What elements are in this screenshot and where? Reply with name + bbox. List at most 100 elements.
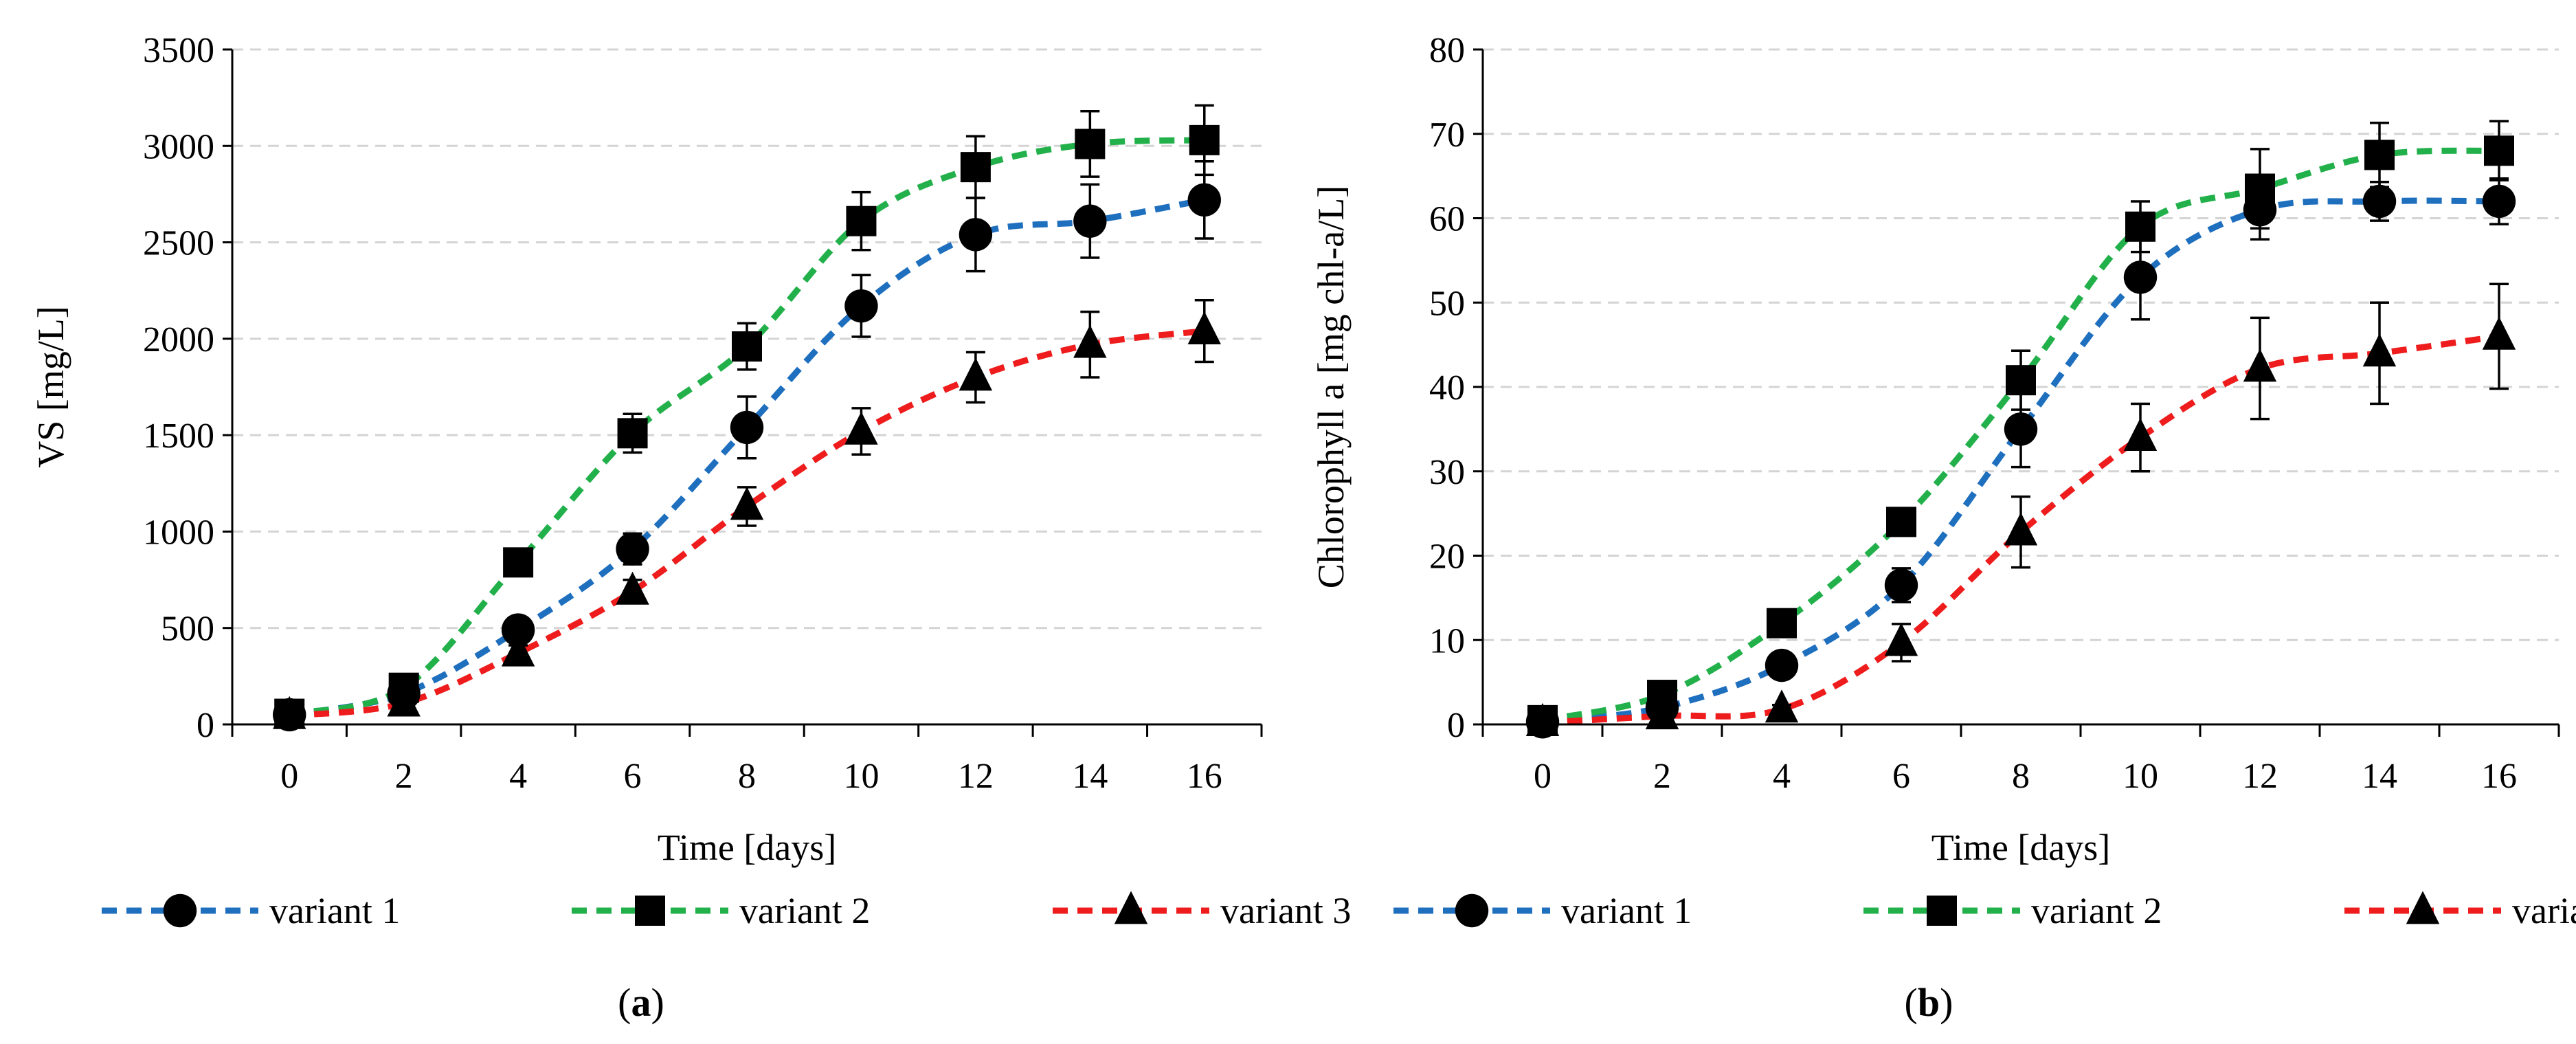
panel-b-legend-marker — [1455, 893, 1489, 928]
panel-b-legend-symbol-variant-3 — [2344, 891, 2501, 924]
panel-b-y-tick-label: 40 — [1429, 368, 1465, 408]
panel-a-legend-marker — [635, 896, 665, 926]
panel-b-point-variant-3: variant 3: 10, 34 — [2123, 418, 2158, 452]
panel-a-point-variant-2: variant 2: 10, 2610 — [846, 206, 877, 236]
panel-b-y-tick-label: 0 — [1447, 706, 1465, 745]
panel-a-point-variant-1: variant 1: 12, 2540 — [959, 218, 993, 252]
panel-b-legend-item-variant-3: variant 3 — [2344, 890, 2576, 931]
panel-a-legend-marker — [1114, 891, 1148, 924]
panel-a-legend-marker — [163, 893, 197, 928]
panel-a-legend-label-variant-1: variant 1 — [269, 890, 400, 931]
panel-b-point-variant-1: variant 1: 4, 7 — [1765, 648, 1799, 682]
panel-a-point-variant-3: variant 3: 8, 1130 — [730, 487, 764, 520]
panel-b-x-tick-label: 16 — [2481, 757, 2517, 796]
panel-a-x-tick-label: 12 — [958, 757, 994, 796]
panel-b-y-tick-label: 80 — [1429, 31, 1465, 70]
panel-a-x-tick-label: 6 — [624, 757, 642, 796]
panel-a-y-tick-label: 1000 — [143, 513, 214, 552]
panel-b-legend-symbol-variant-2 — [1863, 896, 2020, 926]
panel-a-y-tick-label: 0 — [197, 706, 214, 745]
panel-a-x-tick-label: 8 — [738, 757, 756, 796]
panel-a-x-tick-label: 14 — [1072, 757, 1108, 796]
panel-a-legend-label-variant-2: variant 2 — [739, 890, 870, 931]
panel-b-point-variant-3: variant 3: 0, 0.2 — [1525, 702, 1560, 736]
panel-a-point-variant-3: variant 3: 14, 1970 — [1073, 324, 1107, 358]
panel-b-point-variant-2: variant 2: 4, 12 — [1767, 608, 1797, 638]
panel-b-point-variant-1: variant 1: 16, 62 — [2482, 184, 2516, 219]
panel-a-point-variant-2: variant 2: 16, 3030 — [1189, 124, 1220, 155]
panel-a-y-tick-label: 3000 — [143, 127, 214, 166]
panel-a-legend-symbol-variant-3 — [1053, 891, 1209, 924]
panel-b-point-variant-3: variant 3: 12, 42.2 — [2243, 348, 2277, 382]
panel-b-legend-marker — [1927, 896, 1957, 926]
panel-b-legend-item-variant-1: variant 1 — [1393, 890, 1692, 931]
panel-a-point-variant-3: variant 3: 6, 690 — [616, 571, 649, 605]
panel-a-point-variant-2: variant 2: 6, 1510 — [617, 418, 648, 449]
panel-b-x-tick-label: 12 — [2242, 757, 2278, 796]
panel-b-point-variant-1: variant 1: 8, 35 — [2004, 412, 2038, 446]
panel-a-point-variant-2: variant 2: 14, 3010 — [1075, 129, 1106, 159]
panel-b-point-variant-2: variant 2: 8, 40.8 — [2006, 365, 2036, 396]
panel-b-y-tick-label: 30 — [1429, 453, 1465, 492]
panel-a-point-variant-1: variant 1: 6, 910 — [616, 532, 649, 566]
panel-a-x-tick-label: 2 — [395, 757, 413, 796]
panel-a-x-tick-label: 10 — [843, 757, 879, 796]
panel-b-x-tick-label: 0 — [1534, 757, 1552, 796]
panel-a-x-tick-label: 16 — [1187, 757, 1222, 796]
panel-a-point-variant-2: variant 2: 8, 1960 — [732, 331, 762, 362]
panel-b-point-variant-2: variant 2: 16, 68 — [2484, 135, 2514, 166]
panel-a-point-variant-2: variant 2: 12, 2890 — [960, 152, 991, 183]
panel-a-point-variant-1: variant 1: 10, 2170 — [844, 289, 878, 323]
panel-a-y-tick-label: 1500 — [143, 417, 214, 456]
panel-a-y-axis-title: VS [mg/L] — [30, 306, 71, 468]
panel-b-y-tick-label: 10 — [1429, 621, 1465, 660]
panel-b-point-variant-3: variant 3: 16, 46 — [2482, 316, 2516, 350]
panel-b-point-variant-3: variant 3: 6, 9.7 — [1884, 623, 1918, 656]
panel-b-y-ticks: 0 10 20 30 40 50 60 70 80 — [1429, 31, 1483, 745]
panel-a-point-variant-1: variant 1: 4, 490 — [501, 613, 535, 647]
panel-a-legend-label-variant-3: variant 3 — [1220, 890, 1351, 931]
panel-a-y-tick-label: 2000 — [143, 320, 214, 359]
panel-b-point-variant-2: variant 2: 6, 24 — [1886, 507, 1916, 537]
panel-a-x-tick-label: 0 — [280, 757, 298, 796]
panel-a-legend-item-variant-1: variant 1 — [102, 890, 400, 931]
panel-a-legend-symbol-variant-1 — [102, 893, 258, 928]
panel-a-point-variant-3: variant 3: 4, 370 — [501, 633, 535, 667]
panel-a-point-variant-3: variant 3: 10, 1520 — [844, 411, 878, 445]
panel-a-y-tick-label: 3500 — [143, 31, 214, 70]
panel-b-legend-marker — [2406, 891, 2440, 924]
panel-a-point-variant-1: variant 1: 8, 1540 — [730, 410, 764, 445]
panel-a-data-marks: variant 1: 0, 50variant 1: 2, 160variant… — [273, 104, 1221, 732]
panel-b-legend-label-variant-1: variant 1 — [1561, 890, 1692, 931]
panel-b-x-tick-label: 4 — [1773, 757, 1791, 796]
panel-a-x-ticks: 0 2 4 6 8 10 12 14 16 — [231, 724, 1263, 796]
panel-b-series-variant-1 — [1542, 197, 2500, 725]
panel-b-point-variant-2: variant 2: 10, 59 — [2125, 211, 2155, 242]
panel-b-point-variant-3: variant 3: 2, 1 — [1645, 696, 1679, 730]
panel-b-caption: (b) — [1905, 980, 1953, 1025]
panel-b-legend-symbol-variant-1 — [1393, 893, 1550, 928]
panel-a-point-variant-3: variant 3: 16, 2040 — [1187, 311, 1221, 345]
panel-a-point-variant-3: variant 3: 12, 1800 — [959, 357, 993, 391]
panel-a-y-tick-label: 500 — [161, 610, 214, 649]
panel-a-y-ticks: 0 500 1000 1500 2000 2500 3000 3500 — [143, 31, 232, 745]
panel-b-y-tick-label: 70 — [1429, 115, 1465, 155]
panel-b-x-axis-title: Time [days] — [1931, 827, 2111, 868]
panel-b-y-tick-label: 60 — [1429, 200, 1465, 239]
panel-b-x-tick-label: 2 — [1653, 757, 1671, 796]
panel-a-point-variant-1: variant 1: 14, 2610 — [1073, 204, 1107, 238]
panel-b-point-variant-1: variant 1: 14, 62 — [2362, 184, 2397, 219]
panel-b-data-marks: variant 1: 0, 0.3variant 1: 2, 2variant … — [1525, 120, 2516, 739]
panel-a-y-tick-label: 2500 — [143, 224, 214, 263]
panel-b-point-variant-1: variant 1: 6, 16.5 — [1884, 568, 1918, 602]
panel-b-legend-item-variant-2: variant 2 — [1863, 890, 2162, 931]
panel-a-point-variant-1: variant 1: 16, 2720 — [1187, 183, 1221, 217]
panel-a-legend: variant 1 variant 2 variant 3 — [102, 890, 1351, 931]
panel-b-point-variant-2: variant 2: 12, 63.5 — [2245, 173, 2275, 204]
panel-b-y-tick-label: 20 — [1429, 537, 1465, 577]
panel-a-legend-item-variant-3: variant 3 — [1053, 890, 1351, 931]
panel-b-x-tick-label: 10 — [2123, 757, 2158, 796]
panel-a-chart: variant 1: 0, 50variant 1: 2, 160variant… — [30, 31, 1351, 1025]
panel-b-point-variant-3: variant 3: 8, 22.8 — [2004, 512, 2038, 546]
